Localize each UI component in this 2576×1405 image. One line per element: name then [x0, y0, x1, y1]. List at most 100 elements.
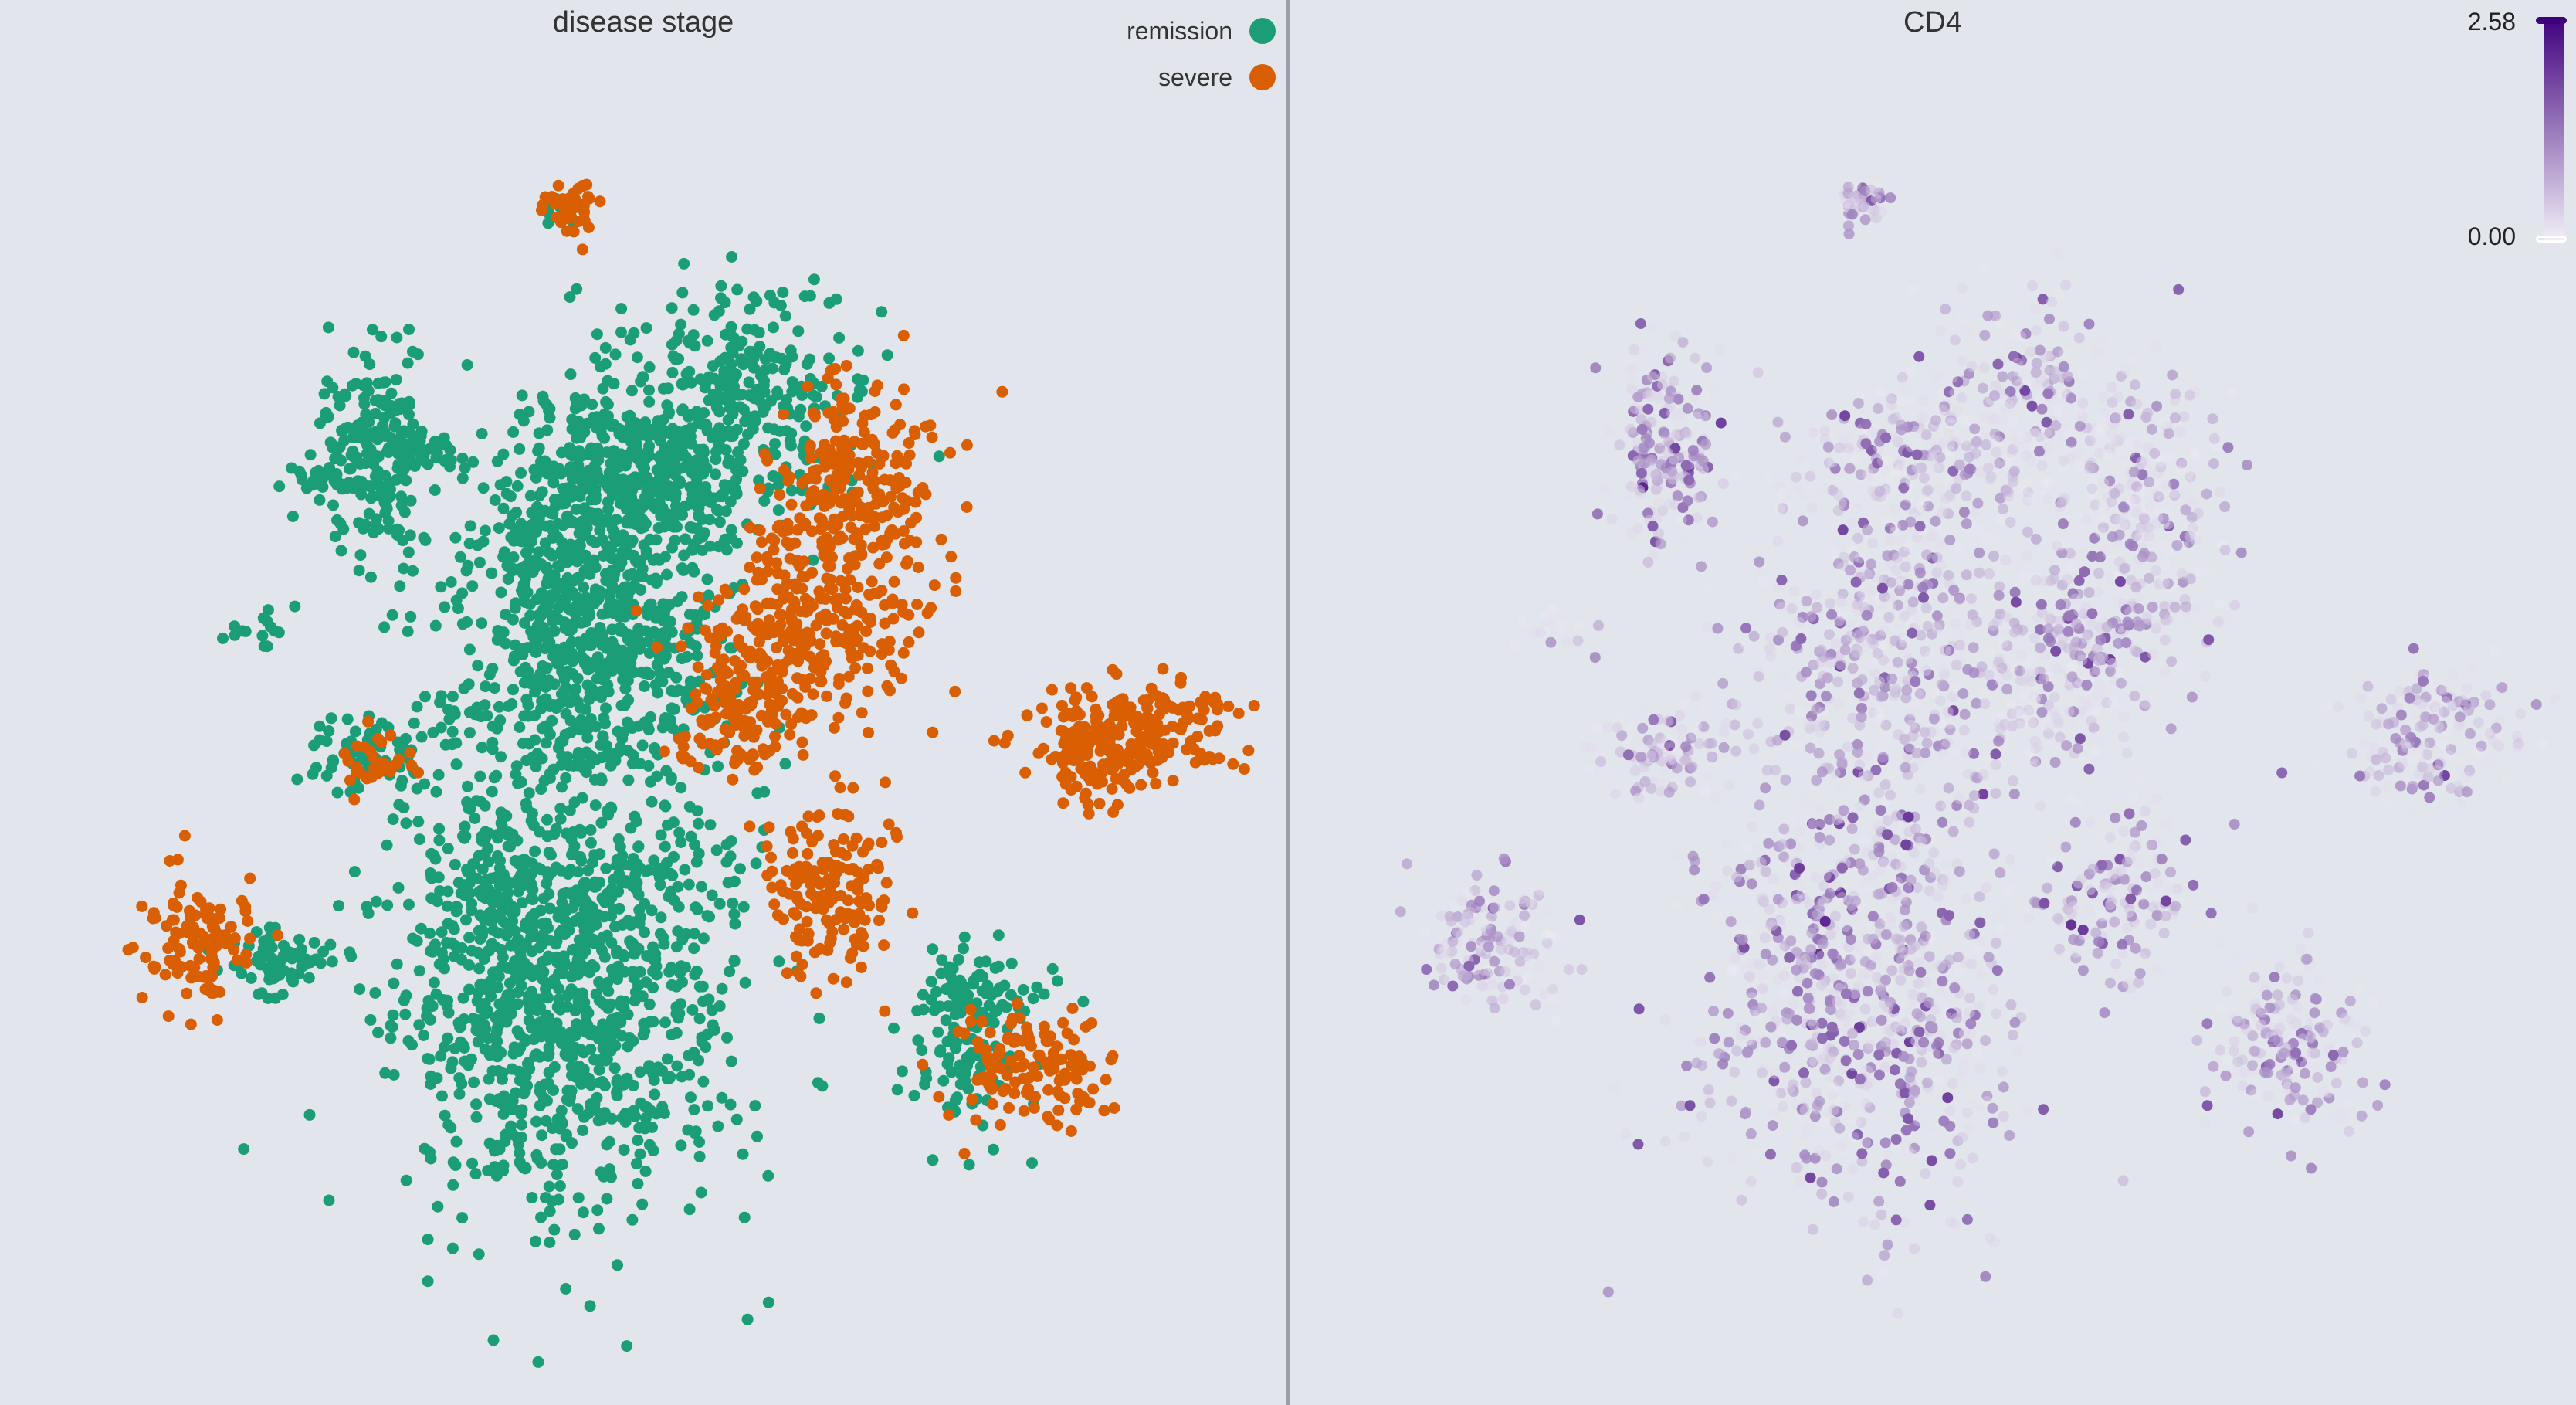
- data-point-severe: [739, 722, 751, 735]
- data-point-remission: [675, 318, 687, 331]
- data-point-remission: [653, 481, 666, 494]
- data-point-remission: [422, 995, 435, 1006]
- data-point-remission: [549, 644, 561, 657]
- data-point-severe: [594, 195, 606, 208]
- data-point-severe: [900, 457, 913, 470]
- data-point-cd4: [1949, 982, 1961, 993]
- data-point-severe: [240, 956, 253, 969]
- data-point-remission: [701, 573, 713, 585]
- data-point-remission: [476, 428, 488, 439]
- data-point-remission: [670, 980, 683, 993]
- data-point-remission: [503, 839, 516, 851]
- data-point-severe: [717, 653, 730, 666]
- data-point-severe: [1082, 770, 1094, 782]
- data-point-remission: [724, 495, 737, 507]
- legend-item-remission[interactable]: remission: [1127, 8, 1276, 54]
- data-point-remission: [741, 1313, 754, 1325]
- data-point-severe: [1069, 694, 1081, 707]
- data-point-remission: [595, 625, 607, 637]
- data-point-remission: [455, 1020, 467, 1033]
- data-point-severe: [766, 881, 778, 894]
- data-point-remission: [639, 491, 651, 504]
- data-point-remission: [692, 406, 704, 419]
- data-point-remission: [601, 1193, 613, 1205]
- legend-item-severe[interactable]: severe: [1127, 54, 1276, 100]
- data-point-severe: [1038, 1020, 1050, 1033]
- data-point-remission: [303, 1108, 316, 1121]
- data-point-cd4: [1818, 880, 1829, 891]
- data-point-remission: [477, 482, 490, 494]
- data-point-cd4: [1985, 1232, 1996, 1244]
- cluster-remission-2: [386, 283, 819, 895]
- data-point-severe: [862, 474, 874, 487]
- data-point-severe: [984, 1027, 996, 1039]
- panel-divider[interactable]: [1286, 0, 1290, 1405]
- data-point-remission: [446, 725, 459, 738]
- data-point-cd4: [1679, 1131, 1690, 1142]
- data-point-severe: [788, 597, 801, 609]
- data-point-cd4: [1882, 1239, 1893, 1251]
- data-point-severe: [272, 929, 284, 942]
- data-point-remission: [379, 376, 391, 389]
- data-point-remission: [772, 504, 785, 517]
- data-point-severe: [786, 687, 798, 700]
- data-point-remission: [568, 1228, 581, 1240]
- data-point-severe: [193, 971, 205, 982]
- data-point-remission: [626, 643, 639, 655]
- data-point-remission: [517, 579, 530, 591]
- data-point-severe: [751, 761, 764, 773]
- data-point-severe: [802, 380, 814, 392]
- data-point-cd4: [1833, 1075, 1845, 1087]
- data-point-severe: [184, 904, 195, 917]
- data-point-severe: [917, 1058, 929, 1071]
- cluster-remission-7: [286, 321, 473, 633]
- data-point-severe: [883, 818, 895, 830]
- data-point-severe: [819, 608, 832, 620]
- data-point-remission: [350, 378, 362, 390]
- data-point-severe: [1065, 682, 1077, 694]
- data-point-cd4: [1933, 891, 1944, 903]
- data-point-remission: [343, 463, 355, 475]
- data-point-cd4: [1877, 752, 1889, 763]
- data-point-remission: [690, 640, 702, 653]
- data-point-remission: [605, 910, 618, 922]
- data-point-cd4: [1815, 1044, 1827, 1055]
- data-point-remission: [553, 982, 565, 995]
- data-point-severe: [1056, 700, 1068, 711]
- data-point-severe: [185, 1018, 197, 1030]
- data-point-remission: [713, 305, 725, 317]
- data-point-remission: [713, 516, 726, 528]
- data-point-severe: [811, 811, 823, 823]
- data-point-severe: [702, 599, 714, 612]
- data-point-cd4: [1723, 779, 1734, 791]
- data-point-remission: [672, 1012, 684, 1024]
- data-point-severe: [819, 439, 830, 451]
- data-point-severe: [879, 617, 891, 630]
- data-point-remission: [605, 552, 618, 565]
- data-point-severe: [1163, 746, 1175, 758]
- data-point-remission: [582, 1007, 595, 1019]
- data-point-remission: [949, 1042, 961, 1054]
- data-point-severe: [1198, 704, 1210, 716]
- data-point-cd4: [1710, 881, 1722, 892]
- data-point-remission: [525, 535, 537, 546]
- disease-stage-scatter-plot[interactable]: [0, 0, 1286, 1405]
- data-point-remission: [541, 953, 554, 966]
- data-point-remission: [378, 430, 391, 442]
- data-point-remission: [595, 1166, 607, 1179]
- data-point-remission: [518, 710, 530, 722]
- data-point-cd4: [1848, 1131, 1859, 1142]
- data-point-remission: [534, 1001, 547, 1013]
- data-point-remission: [578, 581, 590, 593]
- cd4-scatter-plot[interactable]: [1290, 0, 2576, 1405]
- data-point-remission: [496, 827, 508, 840]
- data-point-remission: [487, 966, 500, 979]
- data-point-cd4: [1856, 1156, 1868, 1167]
- data-point-severe: [1065, 1059, 1077, 1071]
- data-point-remission: [451, 901, 463, 913]
- data-point-remission: [413, 833, 425, 846]
- data-point-severe: [1059, 778, 1072, 790]
- data-point-severe: [1017, 1072, 1029, 1084]
- data-point-remission: [650, 960, 663, 972]
- data-point-severe: [824, 560, 836, 572]
